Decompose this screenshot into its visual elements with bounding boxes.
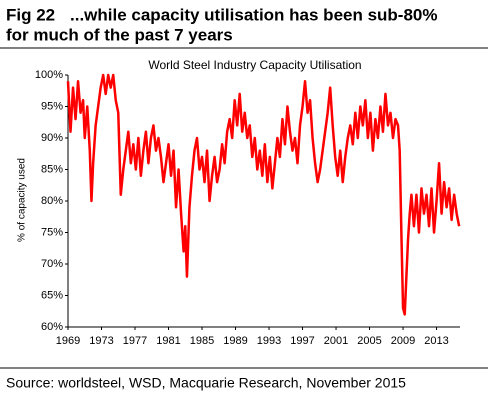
figure-title: for much of the past 7 years [6,25,233,44]
figure-title: ...while capacity utilisation has been s… [70,5,438,24]
y-tick-label: 95% [41,100,63,112]
x-tick-label: 1969 [56,335,80,347]
y-tick-label: 70% [41,258,63,270]
x-tick-label: 2001 [324,335,348,347]
y-tick-label: 80% [41,195,63,207]
y-tick-label: 75% [41,226,63,238]
x-tick-label: 1993 [257,335,281,347]
x-tick-label: 1997 [290,335,314,347]
y-tick-label: 85% [41,163,63,175]
y-axis-label: % of capacity used [17,158,28,242]
x-tick-label: 2009 [391,335,415,347]
y-tick-label: 65% [41,289,63,301]
x-tick-label: 1985 [190,335,214,347]
y-tick-label: 100% [35,69,63,81]
x-tick-label: 1977 [123,335,147,347]
chart-title: World Steel Industry Capacity Utilisatio… [148,58,361,72]
x-tick-label: 1989 [223,335,247,347]
line [66,73,461,316]
x-tick-label: 1981 [156,335,180,347]
x-tick-label: 2013 [424,335,448,347]
x-tick-label: 1973 [89,335,113,347]
y-tick-label: 60% [41,321,63,333]
source: Source: worldsteel, WSD, Macquarie Resea… [6,375,406,391]
figure-number: Fig 22 [6,5,55,24]
y-tick-label: 90% [41,132,63,144]
x-tick-label: 2005 [357,335,381,347]
